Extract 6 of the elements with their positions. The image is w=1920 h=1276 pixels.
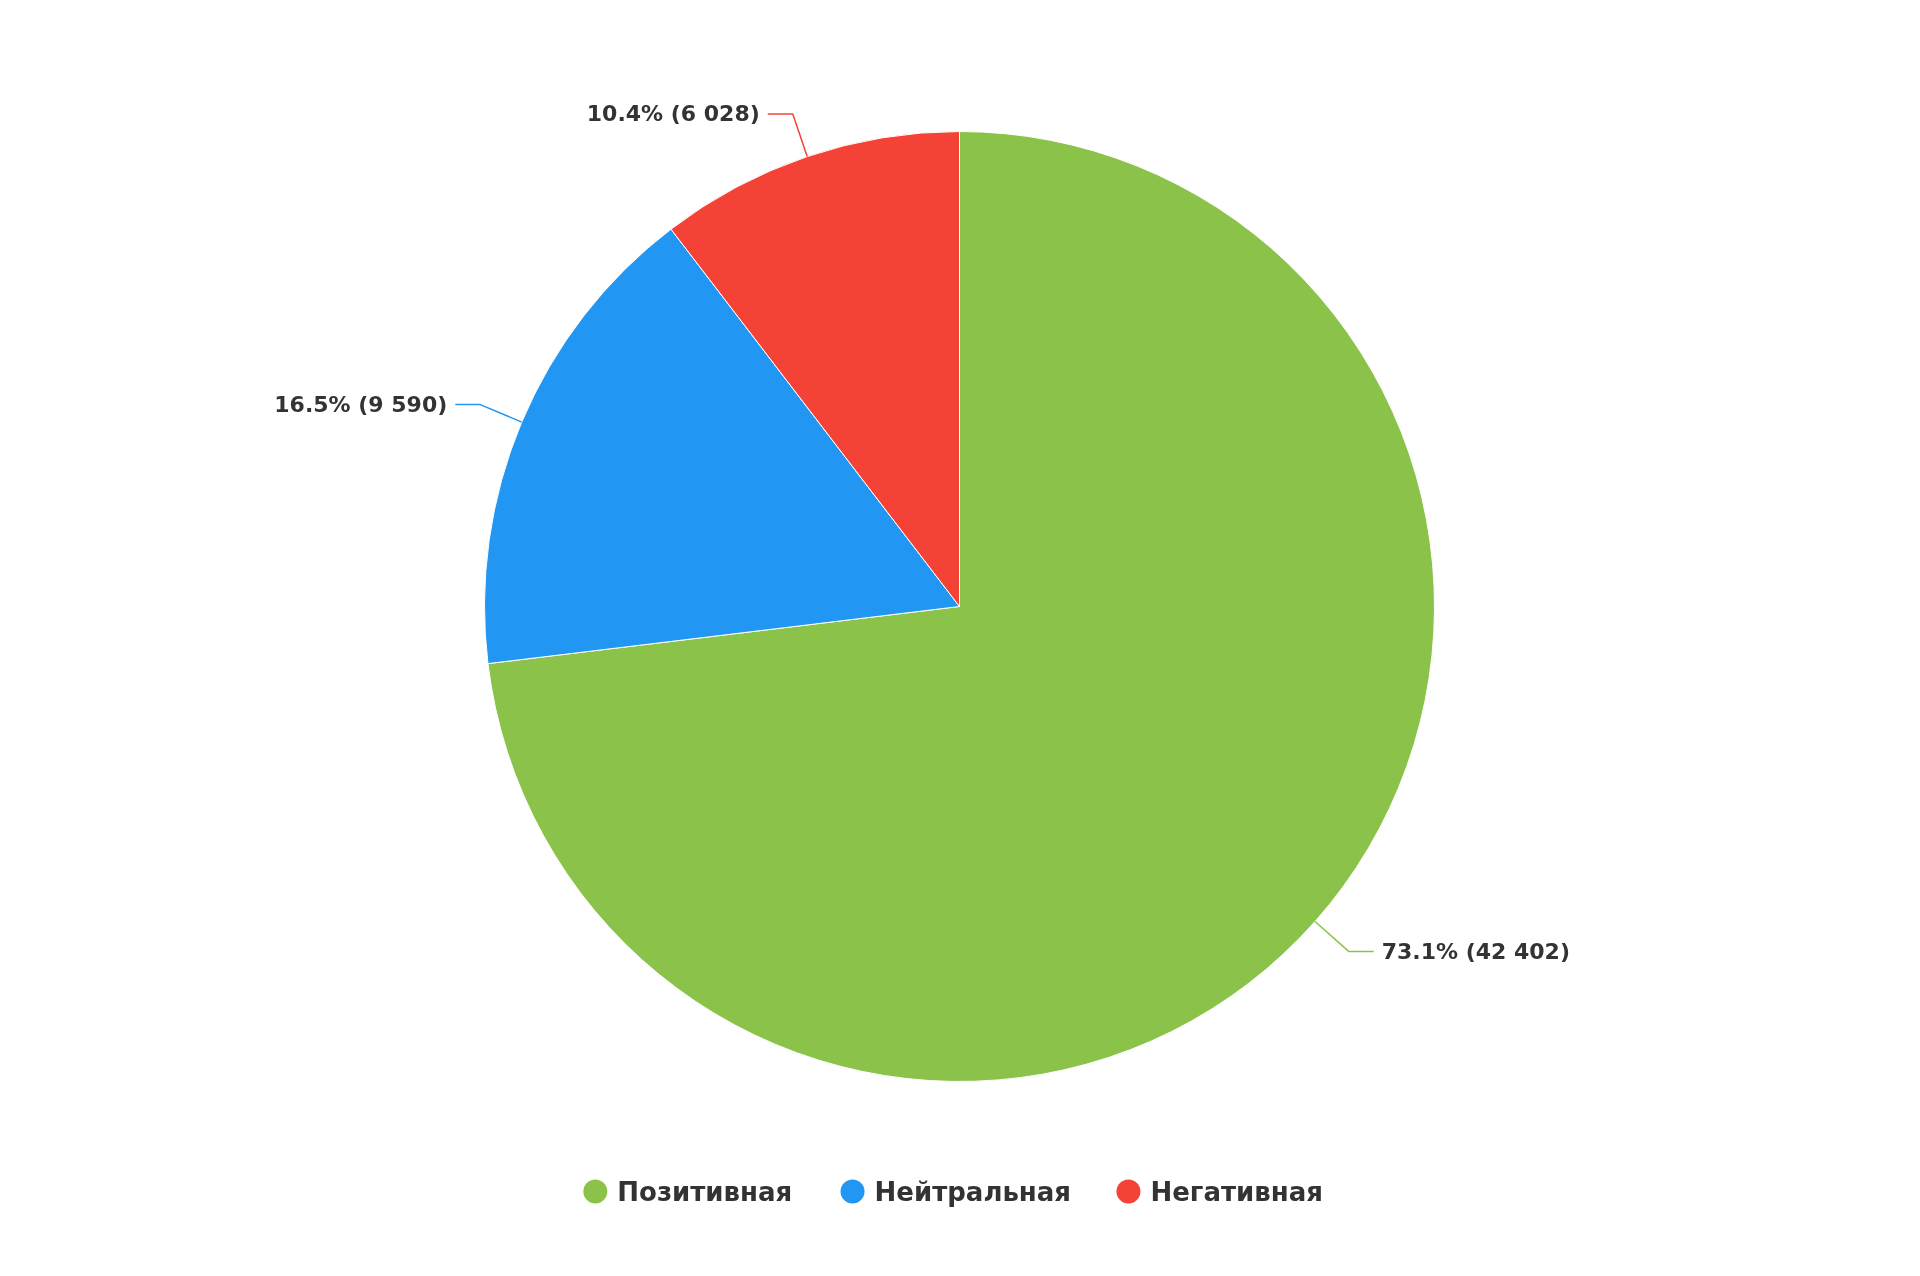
data-label: 10.4% (6 028) — [586, 101, 760, 127]
data-label: 73.1% (42 402) — [1381, 938, 1570, 964]
legend-label: Позитивная — [617, 1176, 793, 1207]
data-label: 16.5% (9 590) — [274, 392, 448, 418]
legend-label: Нейтральная — [874, 1176, 1072, 1207]
legend-label: Негативная — [1150, 1176, 1323, 1207]
